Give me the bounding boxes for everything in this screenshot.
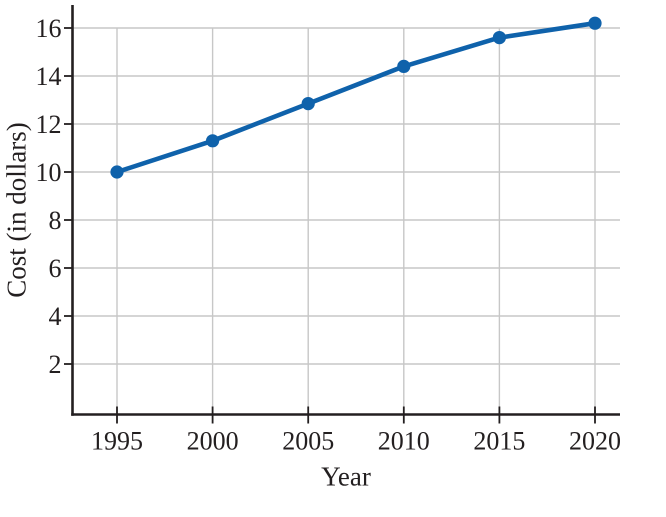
data-point [110, 165, 124, 179]
x-tick-label: 2015 [473, 427, 525, 456]
data-point [397, 59, 411, 73]
y-tick-label: 2 [49, 350, 62, 379]
data-point [301, 97, 315, 111]
cost-line [114, 20, 598, 175]
x-tick-label: 1995 [91, 427, 143, 456]
x-axis-title: Year [321, 461, 371, 492]
x-tick-label: 2005 [282, 427, 334, 456]
y-tick-label: 16 [36, 14, 62, 43]
y-tick-label: 12 [36, 110, 62, 139]
data-point [206, 134, 220, 148]
data-point [492, 30, 506, 45]
data-point [588, 16, 602, 30]
x-tick-label: 2010 [378, 427, 430, 456]
x-tick-label: 2020 [569, 427, 621, 456]
x-tick-label: 2000 [187, 427, 239, 456]
y-tick-label: 10 [36, 158, 62, 187]
y-tick-label: 4 [49, 302, 62, 331]
y-tick-label: 6 [49, 254, 62, 283]
y-axis-title: Cost (in dollars) [1, 122, 32, 298]
y-tick-label: 14 [36, 62, 62, 91]
y-tick-label: 8 [49, 206, 62, 235]
